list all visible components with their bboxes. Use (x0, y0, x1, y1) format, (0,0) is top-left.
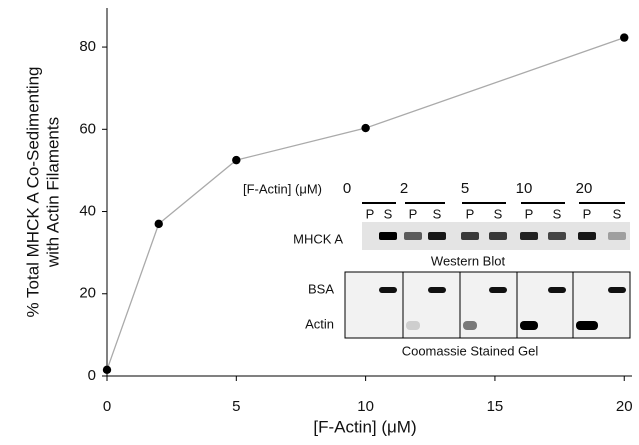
gel-band (379, 287, 397, 293)
blot-band (428, 232, 446, 240)
lane-label: 0 (343, 180, 351, 197)
blot-caption: Western Blot (431, 253, 506, 268)
x-tick-label: 15 (487, 398, 504, 415)
fraction-label: S (494, 206, 503, 221)
blot-band (461, 232, 479, 240)
lane-label: 10 (516, 180, 533, 197)
fraction-label: S (384, 206, 393, 221)
fraction-label: P (366, 206, 375, 221)
fraction-label: S (553, 206, 562, 221)
data-point (155, 220, 163, 228)
blot-row-label: MHCK A (293, 231, 343, 246)
blot-band (404, 232, 422, 240)
y-tick-label: 40 (79, 202, 96, 219)
y-tick-label: 80 (79, 38, 96, 55)
x-axis-label: [F-Actin] (μM) (313, 417, 416, 436)
fraction-label: P (525, 206, 534, 221)
fraction-label: P (409, 206, 418, 221)
blot-band (489, 232, 507, 240)
fraction-label: S (433, 206, 442, 221)
lane-label: 20 (576, 180, 593, 197)
lane-label: 5 (461, 180, 469, 197)
fraction-label: P (466, 206, 475, 221)
lane-label: 2 (400, 180, 408, 197)
data-point (232, 156, 240, 164)
blot-band (379, 232, 397, 240)
data-point (103, 366, 111, 374)
fraction-label: P (583, 206, 592, 221)
y-tick-label: 20 (79, 285, 96, 302)
y-tick-label: 60 (79, 120, 96, 137)
x-tick-label: 10 (357, 398, 374, 415)
gel-band (428, 287, 446, 293)
blot-band (608, 232, 626, 240)
gel-band (608, 287, 626, 293)
inset-header: [F-Actin] (μM) (243, 181, 322, 196)
chart: [F-Actin] (μM) % Total MHCK A Co-Sedimen… (0, 0, 639, 445)
x-tick-label: 20 (616, 398, 633, 415)
gel-caption: Coomassie Stained Gel (402, 343, 539, 358)
y-axis-label-line: with Actin Filaments (43, 117, 62, 268)
blot-band (578, 232, 596, 240)
gel-row-label: Actin (305, 316, 334, 331)
gel-row-label: BSA (308, 281, 334, 296)
x-tick-label: 0 (103, 398, 111, 415)
gel-band (406, 321, 420, 330)
fraction-label: S (613, 206, 622, 221)
data-point (620, 33, 628, 41)
gel-band (548, 287, 566, 293)
gel-band (463, 321, 477, 330)
gel-band (576, 321, 598, 330)
blot-band (548, 232, 566, 240)
gel-band (520, 321, 538, 330)
y-axis-label-line: % Total MHCK A Co-Sedimenting (23, 66, 42, 317)
gel-band (489, 287, 507, 293)
y-tick-label: 0 (88, 367, 96, 384)
y-axis-label: % Total MHCK A Co-Sedimenting with Actin… (23, 66, 62, 317)
data-point (361, 124, 369, 132)
blot-band (520, 232, 538, 240)
x-tick-label: 5 (232, 398, 240, 415)
